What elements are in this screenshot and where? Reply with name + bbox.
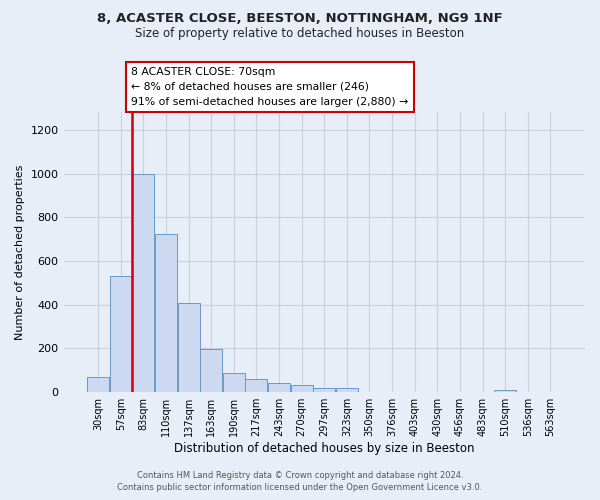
Text: 8 ACASTER CLOSE: 70sqm
← 8% of detached houses are smaller (246)
91% of semi-det: 8 ACASTER CLOSE: 70sqm ← 8% of detached … bbox=[131, 67, 409, 106]
Bar bbox=[336, 388, 358, 392]
Bar bbox=[178, 302, 200, 392]
Bar bbox=[313, 388, 335, 392]
Text: Contains HM Land Registry data © Crown copyright and database right 2024.
Contai: Contains HM Land Registry data © Crown c… bbox=[118, 471, 482, 492]
Text: 8, ACASTER CLOSE, BEESTON, NOTTINGHAM, NG9 1NF: 8, ACASTER CLOSE, BEESTON, NOTTINGHAM, N… bbox=[97, 12, 503, 26]
Bar bbox=[87, 377, 109, 392]
Text: Size of property relative to detached houses in Beeston: Size of property relative to detached ho… bbox=[136, 28, 464, 40]
Bar bbox=[133, 174, 154, 392]
X-axis label: Distribution of detached houses by size in Beeston: Distribution of detached houses by size … bbox=[174, 442, 475, 455]
Bar bbox=[155, 234, 177, 392]
Bar bbox=[200, 349, 222, 392]
Bar bbox=[110, 276, 132, 392]
Bar bbox=[245, 379, 268, 392]
Bar bbox=[291, 385, 313, 392]
Bar bbox=[494, 390, 516, 392]
Y-axis label: Number of detached properties: Number of detached properties bbox=[15, 164, 25, 340]
Bar bbox=[223, 372, 245, 392]
Bar bbox=[268, 383, 290, 392]
